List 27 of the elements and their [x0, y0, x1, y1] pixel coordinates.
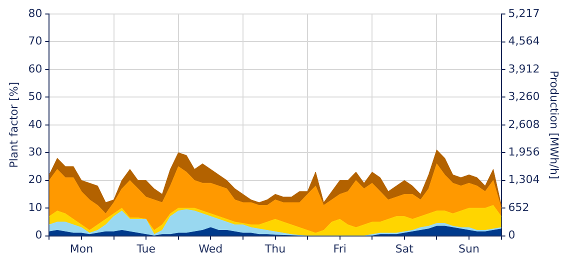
- y-tick-label: 20: [28, 173, 42, 186]
- x-tick-label: Wed: [198, 242, 223, 256]
- y-tick-label: 70: [28, 34, 42, 48]
- y-tick-label: 30: [28, 145, 42, 158]
- y2-axis-title: Production [MWh/h]: [548, 70, 561, 180]
- y-tick-label: 10: [28, 200, 42, 214]
- y2-tick-label: 5,217: [508, 6, 540, 20]
- y2-tick-label: 2,608: [508, 118, 540, 131]
- y2-tick-label: 1,956: [508, 146, 540, 158]
- y-tick-label: 80: [28, 6, 42, 20]
- y-tick-label: 60: [28, 62, 42, 76]
- x-tick-label: Tue: [136, 242, 156, 256]
- y2-tick-label: 1,304: [508, 173, 540, 186]
- x-tick-label: Thu: [264, 242, 286, 256]
- y2-tick-label: 0: [508, 228, 516, 242]
- x-tick-label: Sun: [458, 242, 480, 256]
- y-tick-label: 40: [28, 118, 42, 131]
- y-axis-title: Plant factor [%]: [7, 82, 20, 168]
- x-tick-label: Mon: [70, 242, 94, 256]
- y2-tick-label: 3,260: [508, 90, 540, 104]
- y2-tick-label: 4,564: [508, 34, 540, 48]
- x-tick-label: Sat: [395, 242, 414, 256]
- x-tick-label: Fri: [333, 242, 346, 256]
- y-tick-label: 0: [35, 228, 42, 242]
- y2-tick-label: 3,912: [508, 62, 540, 76]
- y-tick-label: 50: [28, 90, 42, 104]
- y2-tick-label: 652: [508, 200, 530, 214]
